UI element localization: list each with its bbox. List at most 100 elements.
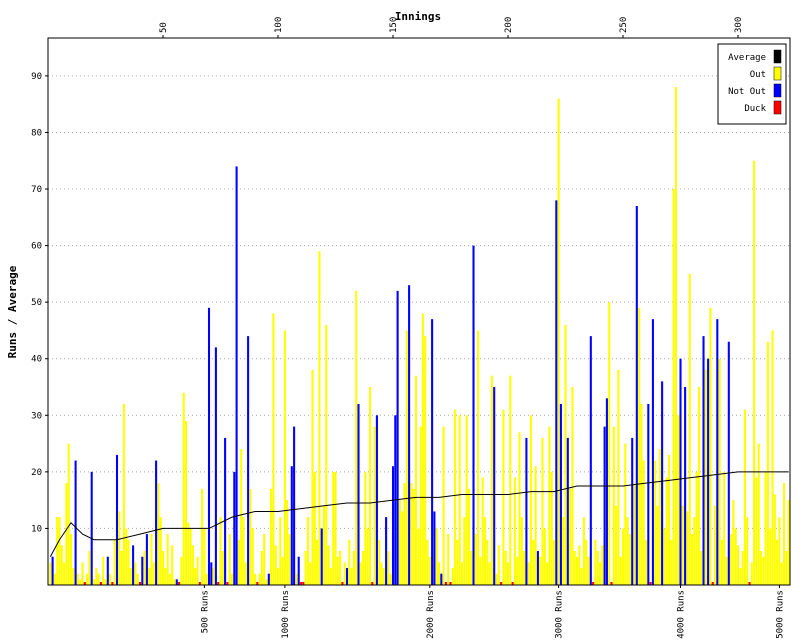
legend-label: Out: [750, 70, 766, 80]
bar: [762, 556, 765, 585]
bar: [573, 551, 576, 585]
bar: [166, 534, 169, 585]
bar: [716, 319, 719, 585]
bar: [479, 556, 482, 585]
y-tick-label: 20: [31, 468, 42, 478]
bar: [601, 545, 604, 585]
bar: [711, 582, 714, 585]
bar: [447, 534, 450, 585]
bar: [106, 556, 109, 585]
bar: [578, 545, 581, 585]
y-tick-label: 60: [31, 242, 42, 252]
bar: [769, 528, 772, 585]
bar: [460, 562, 464, 585]
bar: [58, 517, 61, 585]
bar: [355, 290, 358, 585]
bar: [145, 534, 148, 585]
bar: [529, 415, 533, 585]
bar: [256, 582, 259, 585]
bar: [380, 562, 383, 585]
bar: [272, 313, 275, 585]
bar: [608, 302, 611, 585]
bar: [72, 568, 75, 585]
bar: [194, 568, 197, 585]
bar: [122, 403, 125, 585]
bar: [518, 432, 521, 585]
bar: [454, 409, 457, 585]
bar: [467, 488, 470, 585]
bar: [746, 517, 749, 585]
bar: [283, 330, 286, 585]
bar: [201, 488, 204, 585]
bar: [534, 466, 537, 585]
bar: [750, 562, 753, 585]
bar: [642, 460, 645, 585]
bar: [401, 511, 404, 585]
bar: [649, 582, 652, 585]
bar: [550, 471, 553, 585]
bar: [435, 528, 438, 585]
bar: [288, 534, 291, 585]
y-tick-label: 80: [31, 128, 42, 138]
bar: [336, 556, 339, 585]
x-tick-label: 100: [274, 17, 284, 33]
bar: [224, 437, 227, 585]
bar: [449, 582, 452, 585]
legend-label: Average: [728, 53, 766, 63]
bar: [776, 539, 779, 585]
bar: [548, 426, 551, 585]
bar: [490, 375, 493, 585]
bar: [329, 568, 332, 585]
bar: [164, 568, 167, 585]
bar: [543, 528, 546, 585]
bar: [527, 562, 530, 585]
bar: [511, 582, 514, 585]
bar: [263, 534, 266, 585]
bar: [134, 562, 137, 585]
bar: [759, 551, 763, 585]
bar: [111, 582, 114, 585]
bar: [679, 358, 682, 585]
bar: [302, 582, 305, 585]
bar: [102, 556, 105, 585]
bar: [640, 403, 643, 585]
bar: [626, 517, 629, 585]
x-tick-label: 250: [619, 17, 629, 33]
bar: [205, 573, 208, 585]
bar: [148, 568, 151, 585]
bar: [702, 336, 705, 585]
bar: [279, 517, 282, 585]
bar: [276, 568, 280, 585]
bar: [141, 556, 144, 585]
bar: [672, 189, 675, 586]
bar: [555, 200, 558, 585]
bar: [398, 500, 401, 585]
bar: [408, 285, 411, 585]
bar: [704, 370, 707, 585]
bar: [582, 517, 585, 585]
bar: [684, 387, 687, 585]
bar: [267, 573, 270, 585]
bar: [603, 426, 606, 585]
bar: [440, 573, 443, 585]
bar: [299, 582, 303, 585]
bar: [424, 336, 427, 585]
bar: [741, 551, 744, 585]
bar: [173, 579, 176, 585]
bar: [171, 545, 174, 585]
bar: [281, 556, 284, 585]
bar: [612, 426, 615, 585]
bar: [86, 573, 89, 585]
bar: [311, 370, 314, 585]
bar: [127, 539, 130, 585]
bar: [210, 562, 213, 585]
bar: [743, 409, 746, 585]
bar: [451, 568, 454, 585]
bar: [615, 505, 618, 585]
legend-label: Duck: [744, 104, 766, 114]
bar: [138, 582, 142, 585]
bar: [274, 545, 277, 585]
bar: [322, 505, 326, 585]
bar: [780, 562, 783, 585]
